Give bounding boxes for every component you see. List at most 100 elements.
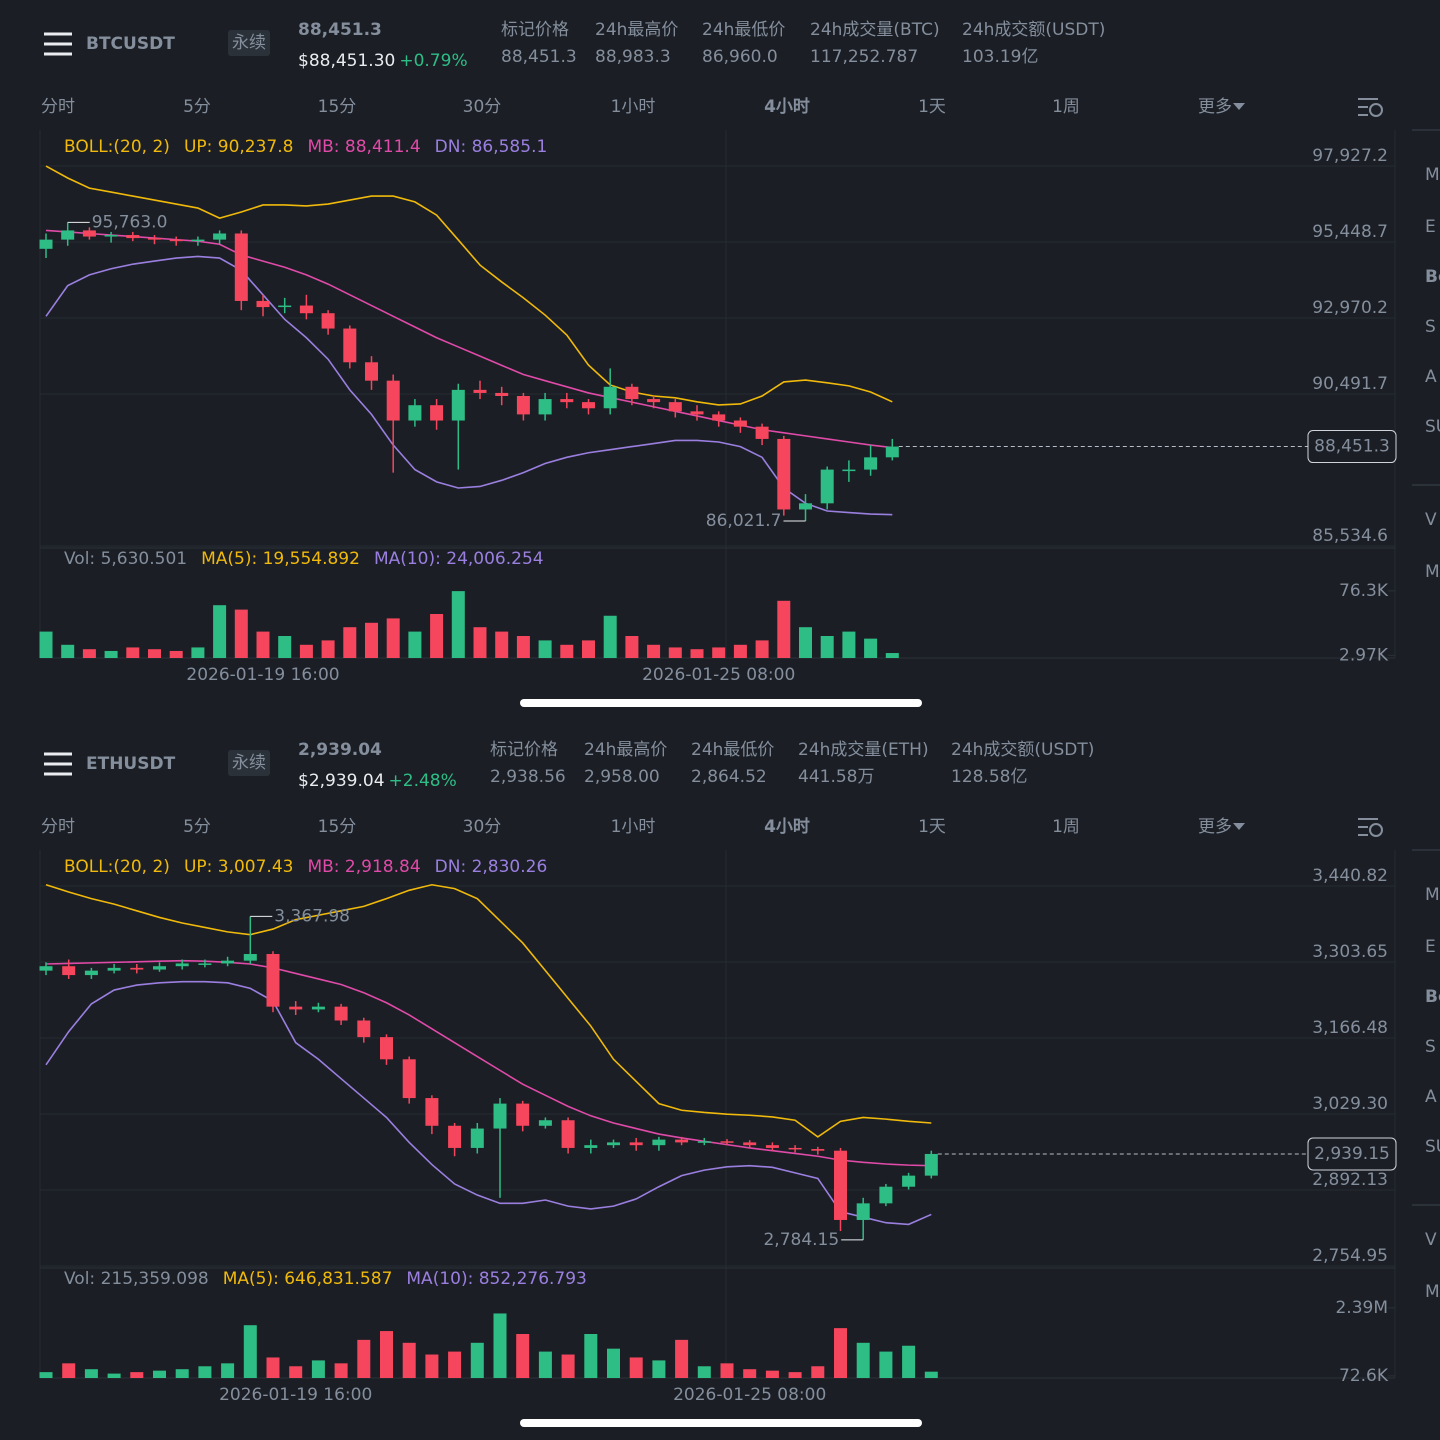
volume-bar (560, 644, 574, 658)
candle-body (629, 1142, 643, 1146)
indicator-legend: BOLL:(20, 2) UP: 90,237.8 MB: 88,411.4 DN: … (64, 137, 547, 157)
volume-bar (39, 631, 53, 658)
interval-tab[interactable]: 分时 (41, 97, 75, 117)
candle-body (148, 238, 161, 240)
volume-bar (175, 1369, 189, 1378)
volume-bar (213, 605, 227, 658)
candle-body (191, 239, 205, 242)
volume-bar (191, 647, 205, 658)
volume-legend: Vol: 5,630.501 MA(5): 19,554.892 MA(10): 2… (64, 549, 544, 569)
side-label: E (1425, 937, 1436, 957)
y-tick-label: 90,491.7 (1312, 374, 1388, 394)
x-tick-label: 2026-01-19 16:00 (219, 1385, 372, 1405)
interval-tab[interactable]: 1小时 (611, 817, 656, 837)
price-usd-line: $88,451.30 +0.79% (298, 51, 468, 71)
tag-box (228, 30, 270, 56)
stat-value: 88,451.3 (501, 47, 577, 67)
volume-bar (448, 1351, 462, 1378)
volume-bar (62, 1363, 76, 1378)
candle-body (720, 1141, 734, 1143)
volume-bar (130, 1372, 144, 1378)
stat-value: 441.58万 (798, 767, 874, 787)
price: 88,451.3 (298, 20, 382, 40)
candle-body (266, 954, 280, 1007)
volume-bar (885, 653, 899, 658)
candle-body (104, 235, 118, 237)
interval-tab[interactable]: 5分 (183, 817, 211, 837)
interval-tab[interactable]: 1天 (918, 97, 946, 117)
stat-value: 128.58亿 (951, 767, 1027, 787)
menu-icon[interactable] (44, 32, 72, 56)
stat-label: 24h最高价 (584, 740, 667, 760)
candle-body (820, 469, 834, 504)
scrollbar (520, 1419, 922, 1427)
candle-body (380, 1037, 393, 1060)
side-label: SU (1425, 1137, 1440, 1157)
last-price-label: 88,451.3 (1314, 437, 1390, 457)
low-label: 2,784.15 (763, 1230, 839, 1250)
legend-item: MA(5): 19,554.892 (201, 549, 360, 569)
side-label: E (1425, 217, 1436, 237)
candle-body (451, 389, 465, 421)
interval-tab[interactable]: 15分 (318, 817, 357, 837)
candle-body (603, 386, 617, 409)
interval-tab[interactable]: 15分 (318, 97, 357, 117)
indicator-legend: BOLL:(20, 2) UP: 3,007.43 MB: 2,918.84 DN: … (64, 857, 547, 877)
interval-tab[interactable]: 1周 (1052, 97, 1080, 117)
candle-body (538, 1120, 552, 1126)
candle-body (560, 399, 574, 403)
volume-bar (148, 649, 161, 658)
volume-bar (82, 649, 96, 658)
candle-body (386, 380, 400, 421)
stat-value: 2,958.00 (584, 767, 660, 787)
interval-tab[interactable]: 1小时 (611, 97, 656, 117)
settings-circle (1369, 103, 1383, 117)
side-label: A (1425, 1087, 1437, 1107)
interval-tab[interactable]: 4小时 (764, 97, 810, 117)
interval-tab[interactable]: 30分 (463, 97, 502, 117)
candle-body (799, 503, 812, 510)
scrollbar (520, 699, 922, 707)
side-label: MA (1425, 562, 1440, 582)
side-label: M (1425, 165, 1440, 185)
settings-icon[interactable] (1358, 98, 1383, 117)
boll-line (45, 959, 932, 1167)
legend-item: Vol: 5,630.501 (64, 549, 187, 569)
volume-bar (493, 1313, 507, 1378)
low-label: 86,021.7 (706, 511, 782, 531)
symbol: ETHUSDT (86, 754, 176, 774)
boll-line (45, 255, 893, 516)
side-label: Bo (1425, 987, 1440, 1007)
settings-circle (1369, 823, 1383, 837)
menu-icon[interactable] (44, 752, 72, 776)
interval-tab[interactable]: 1天 (918, 817, 946, 837)
stat-label: 24h成交额(USDT) (951, 740, 1094, 760)
interval-tab[interactable]: 更多 (1198, 97, 1232, 117)
candle-body (733, 420, 747, 427)
interval-tab[interactable]: 分时 (41, 817, 75, 837)
volume-bar (221, 1363, 235, 1378)
interval-tab[interactable]: 4小时 (764, 817, 810, 837)
interval-tab[interactable]: 1周 (1052, 817, 1080, 837)
volume-bar (278, 636, 292, 658)
price-change: +0.79% (399, 51, 467, 71)
candle-body (425, 1098, 439, 1126)
candle-body (278, 305, 292, 308)
volume-bar (430, 614, 444, 658)
vol-tick-label: 2.97K (1339, 645, 1389, 665)
interval-tab[interactable]: 更多 (1198, 817, 1232, 837)
volume-bar (879, 1351, 893, 1378)
y-tick-label: 92,970.2 (1312, 298, 1388, 318)
volume-bar (169, 650, 183, 658)
volume-bar (334, 1363, 348, 1378)
interval-tab[interactable]: 5分 (183, 97, 211, 117)
volume-bar (256, 631, 270, 658)
boll-line (45, 980, 932, 1226)
settings-icon[interactable] (1358, 818, 1383, 837)
stat-label: 24h成交量(BTC) (810, 20, 940, 40)
vol-tick-label: 2.39M (1335, 1298, 1388, 1318)
candle-body (902, 1175, 916, 1187)
interval-tab[interactable]: 30分 (463, 817, 502, 837)
candle-body (834, 1150, 847, 1220)
